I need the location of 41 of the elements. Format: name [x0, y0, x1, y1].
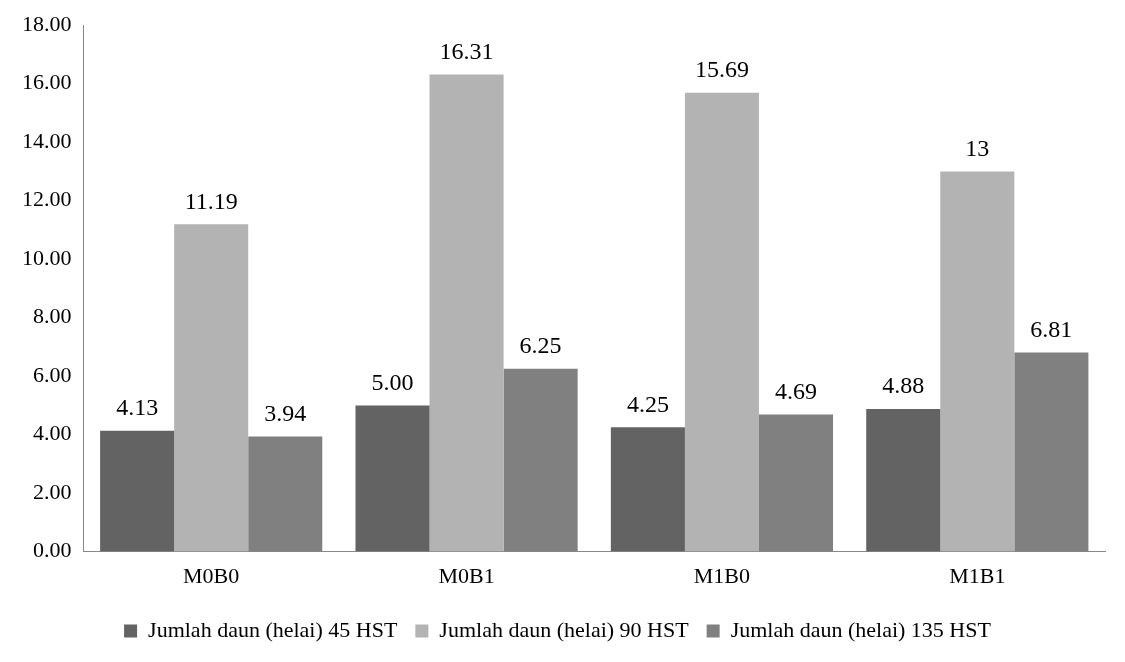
data-label: 16.31: [439, 37, 494, 64]
bar: [684, 92, 759, 552]
bar: [174, 224, 249, 552]
data-label: 4.69: [775, 377, 817, 404]
bar: [248, 436, 323, 552]
data-label: 6.81: [1030, 315, 1073, 342]
legend-label: Jumlah daun (helai) 90 HST: [439, 616, 690, 642]
y-tick-label: 16.00: [22, 69, 72, 95]
y-tick-label: 2.00: [33, 478, 72, 504]
y-tick-label: 0.00: [33, 537, 72, 563]
y-tick-label: 12.00: [22, 186, 72, 212]
data-label: 11.19: [184, 187, 238, 214]
bar: [610, 427, 685, 552]
bar: [503, 368, 578, 552]
data-label: 4.13: [116, 394, 159, 421]
data-label: 6.25: [519, 332, 562, 359]
y-tick-label: 8.00: [33, 303, 72, 329]
x-tick-label: M0B1: [438, 562, 495, 588]
legend-label: Jumlah daun (helai) 45 HST: [148, 616, 398, 642]
data-label: 5.00: [371, 368, 414, 395]
bar: [1014, 352, 1089, 552]
data-label: 4.88: [882, 372, 925, 399]
y-tick-label: 6.00: [33, 361, 72, 387]
legend-label: Jumlah daun (helai) 135 HST: [730, 616, 992, 642]
x-tick-label: M0B0: [183, 562, 240, 588]
bar: [940, 171, 1015, 552]
bar: [758, 414, 834, 552]
bar: [355, 405, 430, 552]
bar: [866, 408, 941, 552]
bar: [100, 430, 175, 552]
y-tick-label: 14.00: [22, 127, 72, 153]
x-tick-label: M1B1: [949, 562, 1006, 588]
data-label: 4.25: [626, 390, 669, 417]
y-tick-label: 4.00: [33, 420, 72, 446]
data-label: 3.94: [264, 399, 307, 426]
data-label: 15.69: [694, 56, 749, 83]
y-tick-label: 18.00: [22, 10, 72, 36]
data-label: 13: [965, 134, 990, 161]
bar: [429, 74, 504, 552]
x-tick-label: M1B0: [693, 562, 751, 588]
y-tick-label: 10.00: [22, 244, 72, 270]
